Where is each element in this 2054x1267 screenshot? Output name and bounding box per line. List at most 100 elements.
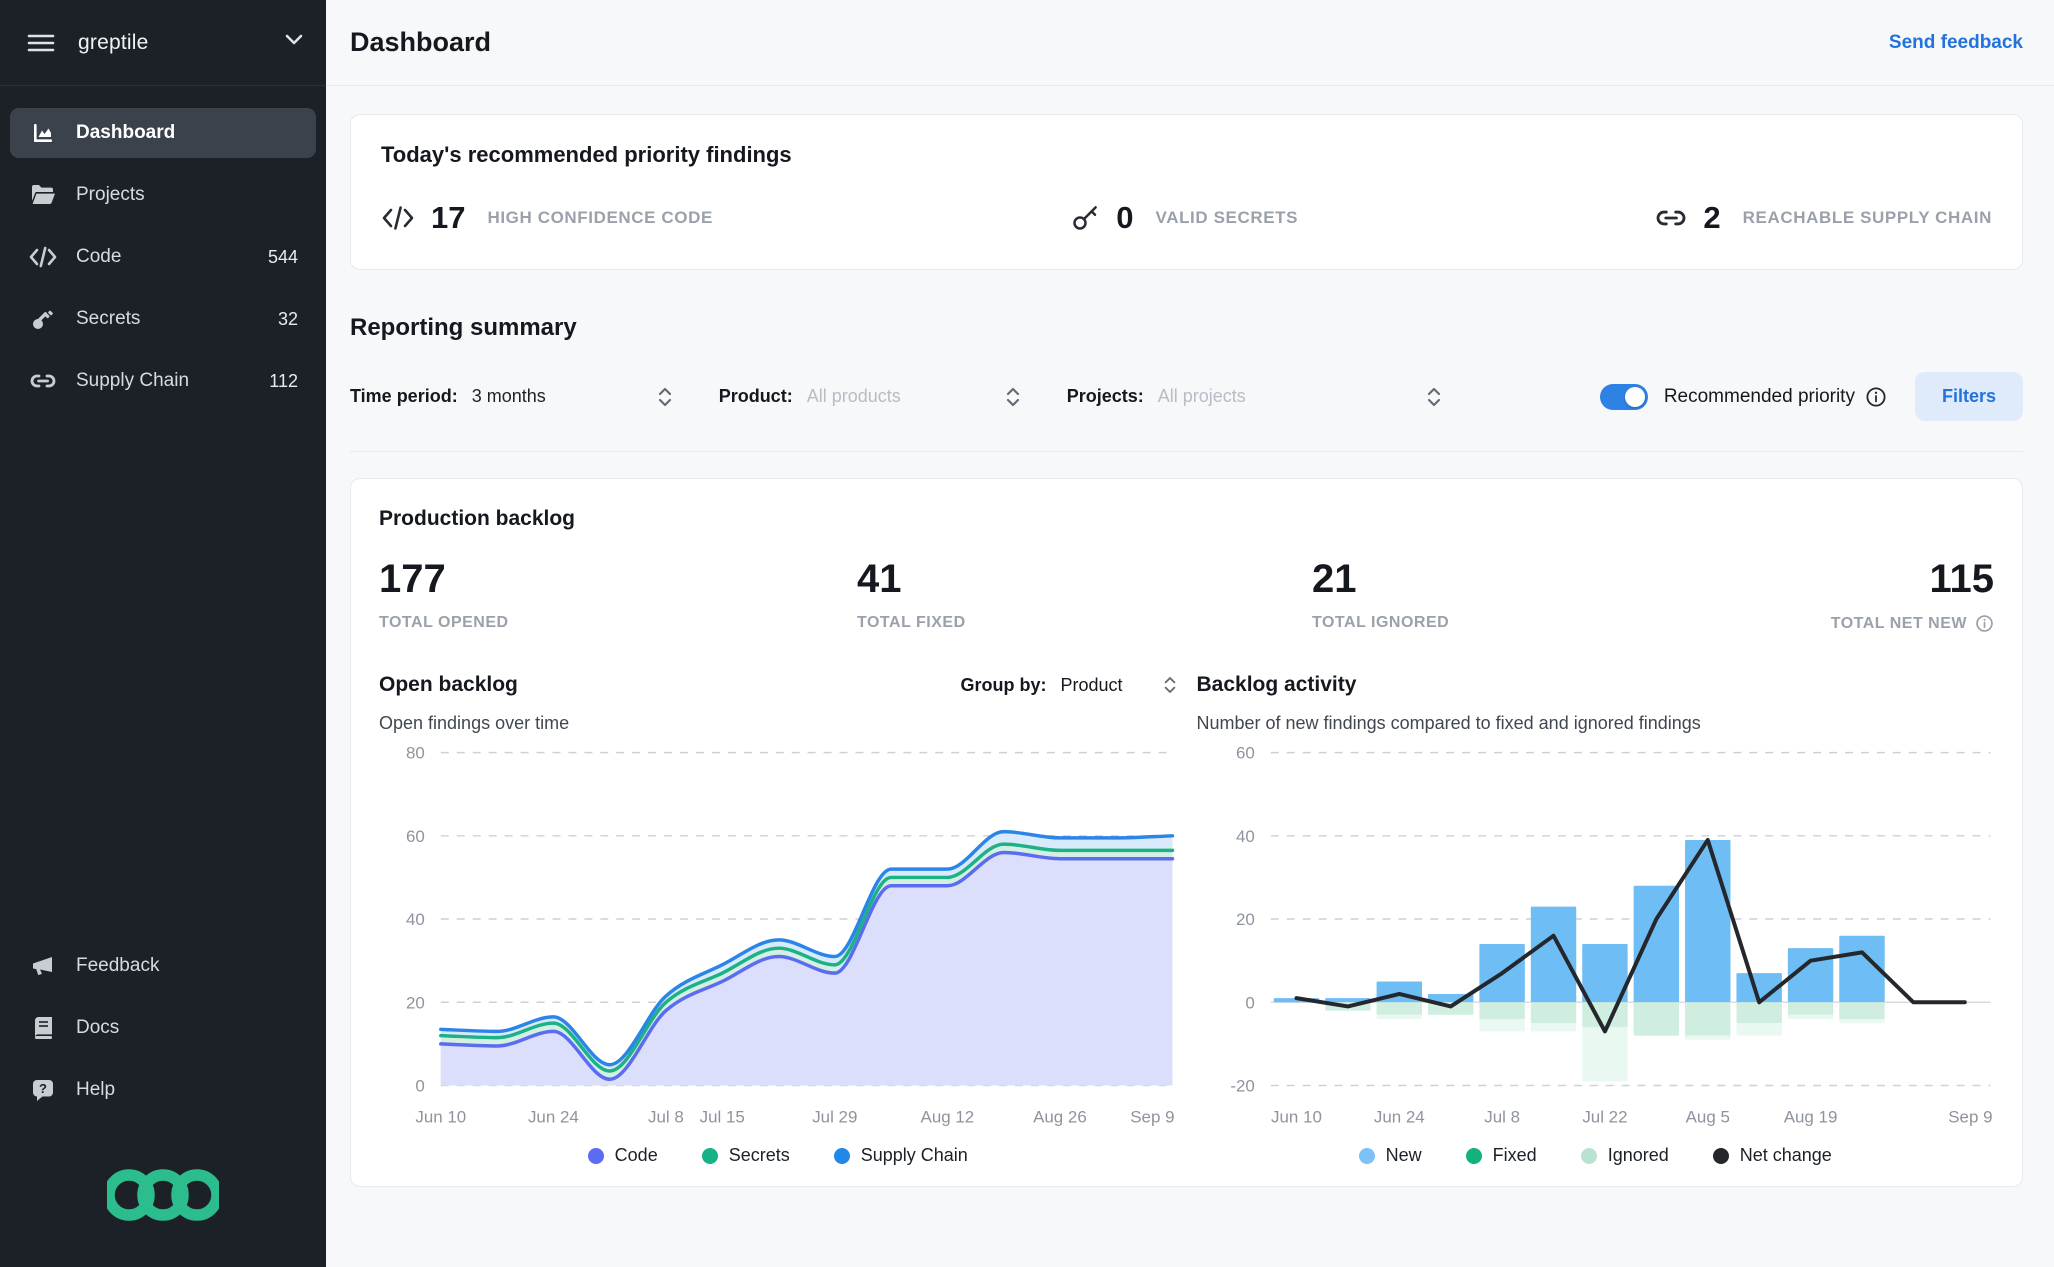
sidebar-item-docs[interactable]: Docs: [10, 1003, 316, 1053]
folder-icon: [28, 184, 58, 206]
unfold-icon: [657, 385, 673, 409]
info-icon[interactable]: [1975, 614, 1994, 633]
sidebar-item-label: Code: [76, 246, 122, 267]
stat-value: 2: [1703, 200, 1721, 235]
y-tick-label: 40: [1235, 827, 1254, 846]
stat-reachable-supply-chain[interactable]: 2 REACHABLE SUPPLY CHAIN: [1655, 200, 1992, 236]
sidebar-item-secrets[interactable]: Secrets 32: [10, 294, 316, 344]
book-icon: [28, 1016, 58, 1040]
projects-label: Projects:: [1066, 386, 1144, 406]
sidebar-item-code[interactable]: Code 544: [10, 232, 316, 282]
sidebar-item-help[interactable]: ? Help: [10, 1065, 316, 1115]
bar-ignored: [1478, 1018, 1525, 1032]
sidebar-item-projects[interactable]: Projects: [10, 170, 316, 220]
projects-select[interactable]: Projects: All projects: [1067, 385, 1442, 409]
x-tick-label: Jun 24: [528, 1107, 579, 1126]
hamburger-menu-icon[interactable]: [26, 31, 56, 55]
sidebar-item-dashboard[interactable]: Dashboard: [10, 108, 316, 158]
bar-fixed: [1787, 1002, 1833, 1015]
x-tick-label: Jul 15: [700, 1107, 745, 1126]
legend-label: Code: [614, 1145, 658, 1165]
legend-item-fixed[interactable]: Fixed: [1465, 1145, 1537, 1166]
sidebar-item-label: Supply Chain: [76, 370, 190, 391]
legend-dot: [587, 1147, 604, 1164]
legend-item-code[interactable]: Code: [587, 1145, 658, 1166]
legend-dot: [1358, 1147, 1375, 1164]
sidebar: greptile Dashboard: [0, 0, 326, 1267]
info-icon[interactable]: [1865, 386, 1887, 408]
x-tick-label: Jul 8: [1484, 1107, 1520, 1126]
area-line-code: [439, 850, 1175, 1082]
x-tick-label: Jun 10: [1271, 1107, 1322, 1126]
stat-label: TOTAL FIXED: [857, 614, 966, 631]
y-tick-label: 20: [1235, 910, 1254, 929]
recommended-priority-toggle[interactable]: [1599, 383, 1648, 410]
group-by-label: Group by:: [960, 674, 1047, 695]
group-by-select[interactable]: Group by: Product: [960, 674, 1176, 696]
sidebar-item-supply-chain[interactable]: Supply Chain 112: [10, 356, 316, 406]
legend-dot: [1465, 1147, 1482, 1164]
product-select[interactable]: Product: All products: [719, 385, 1021, 409]
time-period-select[interactable]: Time period: 3 months: [350, 385, 673, 409]
sidebar-secrets-count: 32: [277, 308, 298, 329]
y-tick-label: -20: [1230, 1077, 1254, 1096]
open-backlog-legend: Code Secrets Supply Chain: [379, 1145, 1177, 1166]
legend-item-supply-chain[interactable]: Supply Chain: [833, 1145, 968, 1166]
x-tick-label: Aug 12: [921, 1107, 975, 1126]
legend-label: Secrets: [728, 1145, 790, 1165]
stat-total-net-new: 115 TOTAL NET NEW: [1831, 557, 1994, 633]
legend-label: Supply Chain: [860, 1145, 968, 1165]
x-tick-label: Jun 24: [1373, 1107, 1424, 1126]
bar-ignored: [1684, 1035, 1730, 1040]
time-period-value: 3 months: [471, 386, 546, 406]
stat-label: TOTAL NET NEW: [1830, 614, 1967, 632]
open-backlog-header: Open backlog Group by: Product: [379, 673, 1177, 697]
key-icon: [28, 307, 58, 331]
x-tick-label: Sep 9: [1130, 1107, 1174, 1126]
time-period-label: Time period:: [350, 386, 458, 406]
y-tick-label: 60: [406, 827, 425, 846]
sidebar-item-label: Projects: [76, 184, 145, 205]
area-fill-code: [440, 852, 1173, 1086]
top-bar: Dashboard Send feedback: [326, 0, 2054, 86]
unfold-icon: [1163, 674, 1177, 696]
group-by-value: Product: [1060, 674, 1123, 695]
sidebar-item-label: Help: [76, 1079, 116, 1100]
y-tick-label: 60: [1235, 744, 1254, 763]
link-icon: [28, 370, 58, 392]
x-tick-label: Aug 5: [1685, 1107, 1729, 1126]
help-bubble-icon: ?: [28, 1078, 58, 1102]
bar-fixed: [1376, 1002, 1422, 1015]
y-tick-label: 20: [406, 993, 425, 1012]
svg-text:?: ?: [39, 1081, 47, 1096]
bar-ignored: [1787, 1014, 1833, 1019]
legend-item-new[interactable]: New: [1358, 1145, 1422, 1166]
stat-high-confidence-code[interactable]: 17 HIGH CONFIDENCE CODE: [381, 200, 713, 236]
filters-button[interactable]: Filters: [1914, 372, 2023, 421]
sidebar-item-feedback[interactable]: Feedback: [10, 941, 316, 991]
workspace-switcher[interactable]: greptile: [0, 0, 326, 86]
send-feedback-link[interactable]: Send feedback: [1888, 31, 2023, 53]
backlog-activity-legend: New Fixed Ignored Net change: [1197, 1145, 1995, 1166]
legend-item-secrets[interactable]: Secrets: [701, 1145, 790, 1166]
recommended-priority-label: Recommended priority: [1663, 385, 1855, 407]
legend-label: New: [1385, 1145, 1422, 1165]
stat-value: 41: [857, 557, 902, 601]
bar-fixed: [1735, 1002, 1782, 1024]
stat-valid-secrets[interactable]: 0 VALID SECRETS: [1070, 200, 1298, 236]
legend-item-ignored[interactable]: Ignored: [1580, 1145, 1669, 1166]
stat-total-opened: 177 TOTAL OPENED: [379, 557, 857, 633]
x-tick-label: Jun 10: [415, 1107, 466, 1126]
legend-label: Ignored: [1607, 1145, 1669, 1165]
stat-total-ignored: 21 TOTAL IGNORED: [1312, 557, 1831, 633]
projects-value: All projects: [1157, 386, 1246, 406]
sidebar-item-label: Docs: [76, 1017, 120, 1038]
y-tick-label: 0: [415, 1077, 424, 1096]
megaphone-icon: [28, 954, 58, 978]
bar-new: [1581, 944, 1628, 1003]
backlog-activity-header: Backlog activity: [1197, 673, 1995, 697]
stat-value: 177: [379, 557, 446, 601]
stat-label: HIGH CONFIDENCE CODE: [487, 208, 713, 227]
legend-item-net-change[interactable]: Net change: [1712, 1145, 1832, 1166]
